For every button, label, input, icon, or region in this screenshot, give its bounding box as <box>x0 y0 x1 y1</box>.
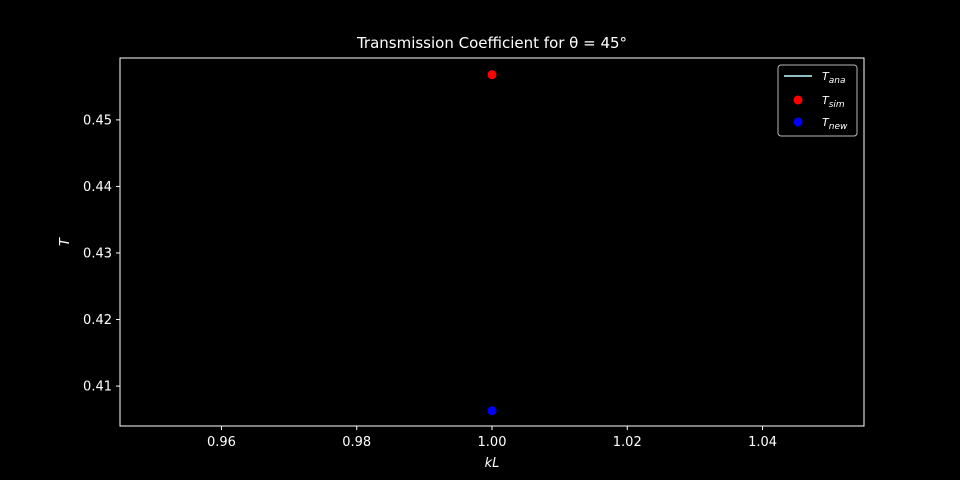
legend-t-new-label: Tnew <box>822 116 848 132</box>
x-tick-label: 1.04 <box>748 435 777 450</box>
chart-title: Transmission Coefficient for θ = 45° <box>356 34 627 52</box>
chart-title-text: Transmission Coefficient for θ = 45° <box>356 34 627 52</box>
y-tick-label: 0.43 <box>83 246 112 261</box>
legend-t-sim-swatch <box>793 95 803 105</box>
y-tick-label: 0.45 <box>83 113 112 128</box>
legend-t-new-swatch <box>793 117 803 127</box>
x-axis-label: kL <box>485 456 500 471</box>
x-axis: 0.96 0.98 1.00 1.02 1.04 <box>207 426 777 450</box>
t-sim-point <box>487 70 497 80</box>
plot-area <box>119 57 865 427</box>
legend-t-ana-label: Tana <box>822 70 845 86</box>
t-new-point <box>487 406 497 416</box>
x-tick-label: 1.00 <box>478 435 507 450</box>
legend: Tana Tsim Tnew <box>777 64 858 137</box>
y-tick-label: 0.42 <box>83 313 112 328</box>
data-marks <box>487 70 497 416</box>
y-axis: 0.41 0.42 0.43 0.44 0.45 <box>83 113 120 395</box>
x-tick-label: 1.02 <box>613 435 642 450</box>
y-tick-label: 0.41 <box>83 380 112 395</box>
legend-t-sim-label: Tsim <box>822 94 845 110</box>
x-tick-label: 0.98 <box>342 435 371 450</box>
y-tick-label: 0.44 <box>83 180 112 195</box>
y-axis-label: T <box>58 237 73 246</box>
x-tick-label: 0.96 <box>207 435 236 450</box>
